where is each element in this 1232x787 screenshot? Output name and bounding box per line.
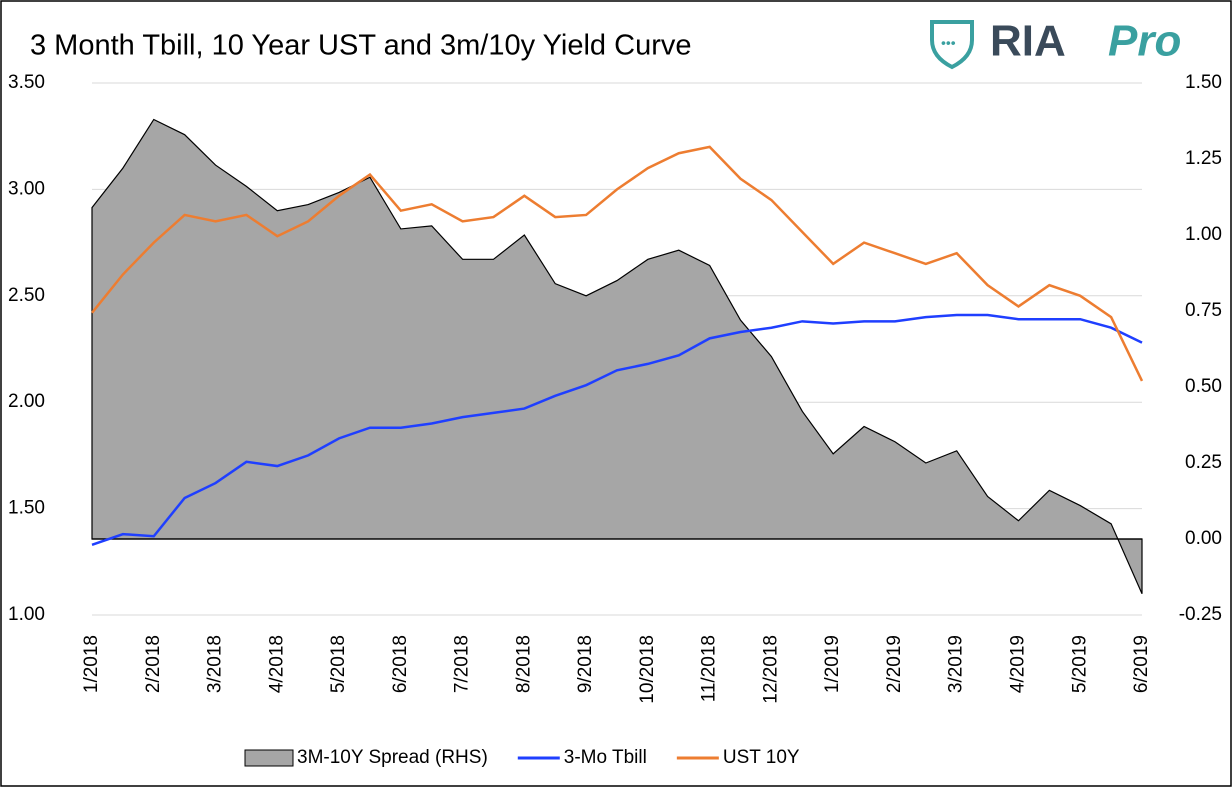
x-tick-label: 1/2018 bbox=[81, 635, 102, 693]
x-tick-label: 2/2018 bbox=[143, 635, 164, 693]
logo-dots: ••• bbox=[941, 35, 956, 51]
x-tick-label: 7/2018 bbox=[452, 635, 473, 693]
y2-tick-label: 1.25 bbox=[1185, 148, 1222, 169]
y2-tick-label: 0.00 bbox=[1185, 528, 1222, 549]
logo-shield bbox=[930, 20, 974, 70]
legend-label: 3-Mo Tbill bbox=[564, 747, 647, 768]
y-tick-label: 2.00 bbox=[8, 391, 45, 412]
logo: ••• RIA Pro bbox=[930, 17, 1181, 70]
x-tick-label: 5/2019 bbox=[1069, 635, 1090, 693]
x-tick-label: 3/2018 bbox=[205, 635, 226, 693]
line bbox=[91, 145, 1144, 382]
x-tick-label: 4/2018 bbox=[266, 635, 287, 693]
x-tick-label: 4/2019 bbox=[1007, 635, 1028, 693]
y-tick-label: 2.50 bbox=[8, 285, 45, 306]
x-tick-label: 10/2018 bbox=[637, 635, 658, 704]
legend-label: 3M-10Y Spread (RHS) bbox=[297, 747, 488, 768]
x-tick-label: 12/2018 bbox=[760, 635, 781, 704]
x-tick-label: 2/2019 bbox=[884, 635, 905, 693]
legend: 3M-10Y Spread (RHS) 3-Mo Tbill UST 10Y bbox=[244, 747, 800, 768]
y-tick-label: 1.00 bbox=[8, 604, 45, 625]
legend-swatch bbox=[244, 749, 294, 767]
y-tick-label: 1.50 bbox=[8, 498, 45, 519]
y-tick-label: 3.00 bbox=[8, 178, 45, 199]
x-tick-label: 1/2019 bbox=[822, 635, 843, 693]
x-tick-label: 3/2019 bbox=[946, 635, 967, 693]
y2-tick-label: 0.50 bbox=[1185, 376, 1222, 397]
line bbox=[91, 313, 1143, 546]
x-tick-label: 8/2018 bbox=[513, 635, 534, 693]
logo-main: RIA bbox=[990, 17, 1066, 66]
y2-tick-label: -0.25 bbox=[1179, 604, 1222, 625]
x-tick-label: 11/2018 bbox=[699, 635, 720, 702]
x-tick-label: 6/2019 bbox=[1131, 635, 1152, 693]
legend-label: UST 10Y bbox=[723, 747, 800, 768]
x-tick-label: 6/2018 bbox=[390, 635, 411, 693]
y2-tick-label: 0.75 bbox=[1185, 300, 1222, 321]
y2-tick-label: 1.50 bbox=[1185, 72, 1222, 93]
y2-tick-label: 1.00 bbox=[1185, 224, 1222, 245]
chart-title: 3 Month Tbill, 10 Year UST and 3m/10y Yi… bbox=[30, 30, 691, 62]
x-tick-label: 9/2018 bbox=[575, 635, 596, 693]
area bbox=[91, 118, 1143, 594]
x-tick-label: 5/2018 bbox=[328, 635, 349, 693]
y2-tick-label: 0.25 bbox=[1185, 452, 1222, 473]
y-tick-label: 3.50 bbox=[8, 72, 45, 93]
logo-accent: Pro bbox=[1108, 17, 1181, 66]
